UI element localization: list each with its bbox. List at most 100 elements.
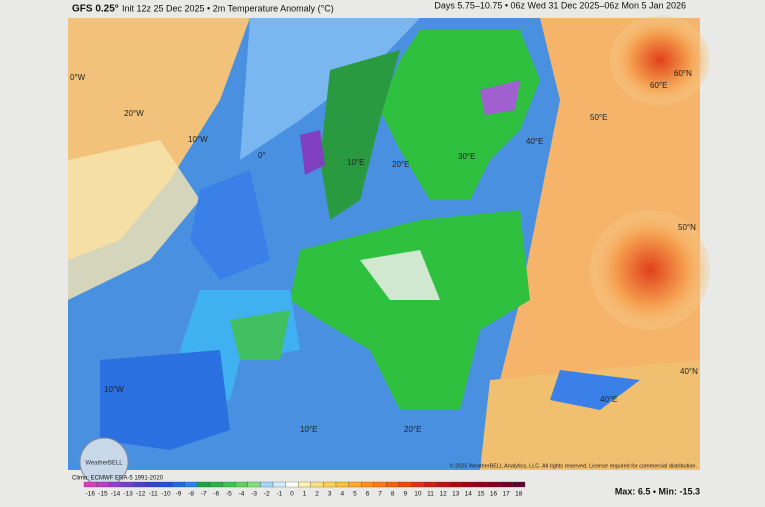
copyright: © 2025 WeatherBELL Analytics, LLC. All r… [450,462,698,469]
colorbar-label: 17 [502,491,510,498]
neutral-atlantic [68,140,200,300]
colorbar-swatch [335,481,349,488]
lat-label: 50°N [678,223,696,232]
iberia [100,350,230,450]
colorbar-label: -14 [111,491,121,498]
colorbar-swatch [247,481,261,488]
colorbar-label: 8 [391,491,395,498]
colorbar-swatch [398,481,412,488]
colorbar-label: 10 [414,491,422,498]
colorbar-label: 16 [490,491,498,498]
colorbar-label: -12 [136,491,146,498]
central-europe [290,210,530,410]
colorbar-label: 13 [452,491,460,498]
colorbar-swatch [184,481,198,488]
init: Init 12z 25 Dec 2025 • 2m Temperature An… [122,3,334,13]
colorbar-swatch [134,481,148,488]
stats: Max: 6.5 • Min: -15.3 [615,486,700,496]
colorbar-label: 15 [477,491,485,498]
lon-label: 20°W [124,109,144,118]
lon-label: 20°E [392,160,409,169]
lon-label: 10°E [347,158,364,167]
colorbar-swatch [235,481,248,488]
hot-spot-north [610,15,710,105]
colorbar-swatch [83,481,97,488]
turkey [480,360,700,470]
colorbar-swatch [499,481,513,488]
logo: WeatherBELL [85,461,123,467]
lon-label: 50°E [590,113,607,122]
colorbar-swatch [512,481,526,488]
colorbar-label: -11 [149,491,158,498]
cold-spot [300,130,325,175]
colorbar-label: -13 [123,491,133,498]
lon-label: 0°W [70,73,86,82]
colorbar-label: 4 [340,491,344,498]
colorbar-label: 3 [328,491,332,498]
colorbar-label: -5 [226,491,232,498]
colorbar-swatch [172,481,185,488]
lon-label: 10°W [104,385,124,394]
colorbar-label: -15 [98,491,108,498]
colorbar-swatch [272,481,286,488]
colorbar: -16 -15 -14 -13 -12 -11 -10 -9 -8 -7 -6 -5 -4 -3 -2 -1 0… [83,481,526,498]
model: GFS 0.25° [72,4,119,15]
colorbar-swatch [109,481,122,488]
lon-label: 20°E [404,425,421,434]
days: Days 5.75–10.75 • 06z Wed 31 Dec 2025–06… [434,0,686,10]
colorbar-swatch [373,481,387,488]
colorbar-label: -1 [276,491,282,498]
colorbar-label: 0 [290,491,294,498]
colorbar-label: 9 [403,491,407,498]
colorbar-label: -9 [176,491,182,498]
lon-label: 40°E [600,395,617,404]
climo: Climo: ECMWF ERA-5 1991-2020 [72,476,164,482]
colorbar-swatch [298,481,311,488]
colorbar-label: -4 [239,491,245,498]
colorbar-swatch [449,481,463,488]
colorbar-swatch [386,481,400,488]
colorbar-label: -2 [264,491,270,498]
lon-label: 10°E [300,425,317,434]
colorbar-swatch [474,481,488,488]
lon-label: 10°W [188,135,208,144]
colorbar-swatch [209,481,223,488]
lat-label: 60°N [674,69,692,78]
colorbar-label: -3 [251,491,257,498]
lon-label: 30°E [458,152,475,161]
colorbar-swatch [424,481,437,488]
colorbar-label: -16 [86,491,96,498]
france-green [230,310,290,360]
colorbar-swatch [260,481,274,488]
colorbar-label: 1 [303,491,307,498]
colorbar-label: 7 [378,491,382,498]
lon-label: 0° [258,151,266,160]
colorbar-swatch [146,481,160,488]
colorbar-swatch [96,481,110,488]
colorbar-swatch [310,481,324,488]
scandinavia-green [380,30,540,200]
colorbar-swatch [159,481,173,488]
colorbar-swatch [487,481,500,488]
norway [320,50,400,220]
colorbar-label: 18 [515,491,523,498]
colorbar-swatch [411,481,425,488]
colorbar-swatch [222,481,236,488]
cold-spot-2 [480,80,520,115]
britain [190,170,270,280]
colorbar-label: -10 [161,491,171,498]
colorbar-swatch [323,481,337,488]
colorbar-label: 2 [315,491,319,498]
colorbar-swatch [285,481,299,488]
colorbar-swatch [461,481,475,488]
colorbar-swatch [121,481,135,488]
map: 0°W 20°W 10°W 0° 10°E 20°E 30°E 40°E 50°… [68,15,710,487]
colorbar-swatch [361,481,374,488]
colorbar-swatch [348,481,362,488]
black-sea [550,370,640,410]
colorbar-label: 12 [439,491,447,498]
colorbar-label: -7 [201,491,207,498]
colorbar-label: 11 [427,491,434,498]
